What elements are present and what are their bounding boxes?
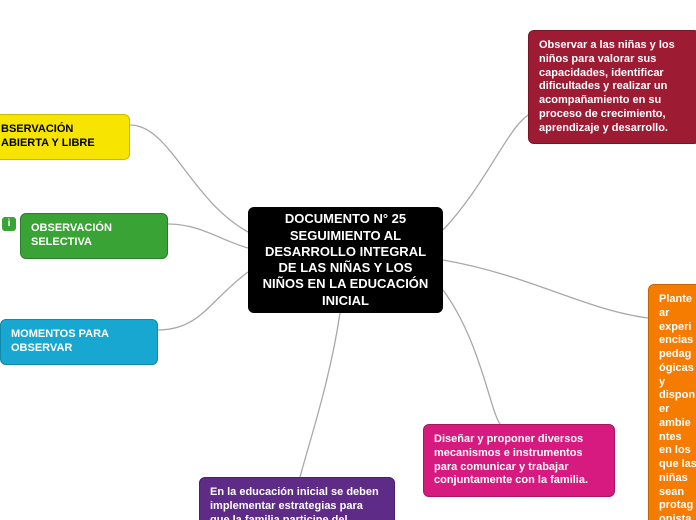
branch-momentos[interactable]: MOMENTOS PARA OBSERVAR <box>0 319 158 365</box>
info-icon: i <box>2 217 16 231</box>
branch-plantear[interactable]: Plantear experiencias pedagógicas y disp… <box>648 284 696 520</box>
branch-obs-selectiva[interactable]: OBSERVACIÓN SELECTIVA <box>20 213 168 259</box>
central-topic[interactable]: DOCUMENTO N° 25 SEGUIMIENTO AL DESARROLL… <box>248 207 443 313</box>
branch-obs-abierta[interactable]: BSERVACIÓN ABIERTA Y LIBRE <box>0 114 130 160</box>
branch-observar-ninas[interactable]: Observar a las niñas y los niños para va… <box>528 30 696 144</box>
branch-educacion-inicial[interactable]: En la educación inicial se deben impleme… <box>199 477 395 520</box>
branch-disenar[interactable]: Diseñar y proponer diversos mecanismos e… <box>423 424 615 497</box>
